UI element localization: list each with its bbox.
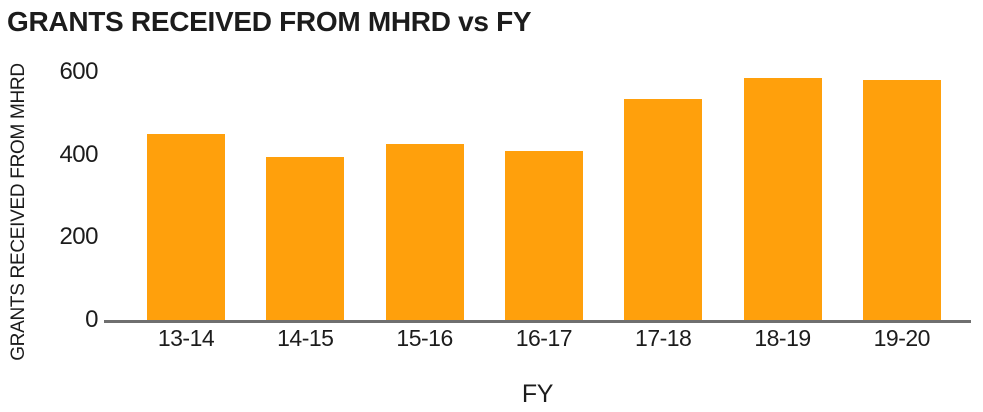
x-tick-13-14: 13-14 bbox=[157, 325, 215, 351]
y-tick-600: 600 bbox=[59, 58, 98, 85]
x-tick-15-16: 15-16 bbox=[396, 325, 453, 351]
plot-area bbox=[104, 72, 971, 323]
x-tick-19-20: 19-20 bbox=[873, 325, 931, 351]
y-tick-0: 0 bbox=[85, 306, 98, 333]
chart-title: GRANTS RECEIVED FROM MHRD vs FY bbox=[7, 6, 532, 37]
bar-17-18 bbox=[624, 98, 703, 320]
y-tick-200: 200 bbox=[59, 223, 98, 251]
x-tick-16-17: 16-17 bbox=[515, 325, 573, 351]
x-tick-18-19: 18-19 bbox=[754, 325, 811, 351]
x-tick-14-15: 14-15 bbox=[277, 325, 334, 351]
bar-18-19 bbox=[743, 78, 822, 320]
bar-16-17 bbox=[504, 150, 583, 320]
bar-13-14 bbox=[147, 134, 225, 320]
bar-19-20 bbox=[862, 80, 941, 320]
y-tick-400: 400 bbox=[59, 140, 98, 168]
x-tick-17-18: 17-18 bbox=[635, 325, 692, 351]
bar-15-16 bbox=[385, 144, 464, 320]
bar-14-15 bbox=[266, 156, 345, 320]
x-axis-label: FY bbox=[521, 380, 554, 408]
